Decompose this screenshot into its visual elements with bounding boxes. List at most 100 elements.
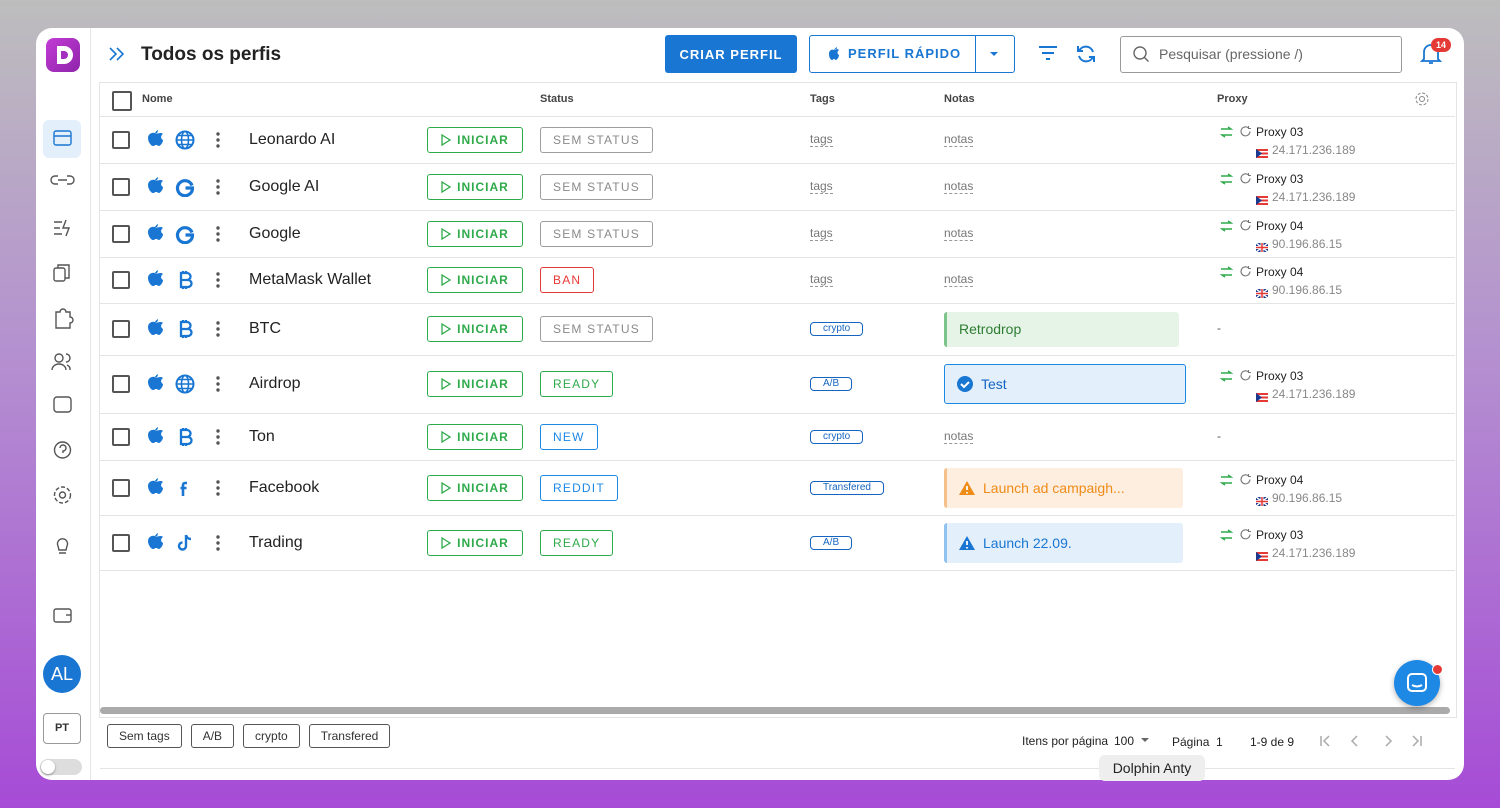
row-menu[interactable]	[214, 320, 222, 343]
search-box[interactable]	[1120, 36, 1402, 73]
row-checkbox[interactable]	[112, 427, 130, 446]
proxy-swap[interactable]	[1219, 528, 1234, 546]
note-warning[interactable]: Launch ad campaigh...	[944, 467, 1183, 508]
proxy-refresh[interactable]	[1239, 125, 1252, 143]
tag-filter[interactable]: A/B	[190, 724, 235, 748]
proxy-refresh[interactable]	[1239, 265, 1252, 283]
row-checkbox[interactable]	[112, 131, 130, 149]
scrollbar[interactable]	[100, 707, 1450, 714]
sidebar	[36, 28, 91, 780]
status-badge[interactable]: BAN	[540, 267, 595, 293]
tags[interactable]: A/B	[810, 377, 853, 391]
notes[interactable]: notas	[944, 178, 974, 194]
row-checkbox[interactable]	[112, 533, 130, 552]
note-check[interactable]: Test	[944, 364, 1186, 404]
settings-icon[interactable]	[1414, 91, 1430, 107]
profile-name: Google AI	[249, 177, 320, 195]
proxy-refresh[interactable]	[1239, 528, 1252, 546]
row-checkbox[interactable]	[112, 320, 130, 338]
notes[interactable]: notas	[944, 132, 974, 147]
tags[interactable]: tags	[810, 225, 833, 241]
language-button[interactable]: PT	[43, 713, 81, 744]
proxy-swap[interactable]	[1219, 125, 1234, 143]
start-button[interactable]: INICIAR	[427, 173, 523, 200]
tags[interactable]: Transfered	[810, 480, 884, 495]
status-badge[interactable]: NEW	[540, 423, 598, 450]
pagination-arrows[interactable]	[1319, 733, 1429, 749]
note-success[interactable]: Retrodrop	[944, 311, 1179, 347]
quick-profile-group	[809, 35, 1015, 73]
row-menu-svg	[216, 321, 220, 337]
page-number[interactable]: 1	[1216, 735, 1223, 749]
status-badge[interactable]: SEM STATUS	[540, 127, 653, 153]
tag-filter[interactable]: Transfered	[308, 724, 391, 748]
status-badge[interactable]: REDDIT	[540, 474, 618, 501]
notification-badge: 14	[1431, 38, 1451, 52]
row-menu[interactable]	[214, 534, 222, 557]
filter-icon[interactable]	[1037, 44, 1059, 62]
start-button[interactable]: INICIAR	[427, 316, 523, 342]
tags[interactable]: crypto	[810, 322, 864, 336]
proxy-refresh-svg	[1240, 528, 1251, 539]
start-button[interactable]: INICIAR	[427, 267, 523, 293]
proxy-refresh[interactable]	[1239, 369, 1252, 387]
row-checkbox[interactable]	[112, 177, 130, 196]
status-badge[interactable]: SEM STATUS	[540, 220, 653, 247]
row-menu[interactable]	[214, 375, 222, 398]
start-button[interactable]: INICIAR	[427, 529, 523, 556]
start-button[interactable]: INICIAR	[427, 127, 523, 153]
status-badge[interactable]: SEM STATUS	[540, 316, 653, 342]
tags[interactable]: tags	[810, 178, 833, 194]
proxy-swap[interactable]	[1219, 172, 1234, 190]
row-checkbox[interactable]	[112, 375, 130, 393]
sidebar-icons[interactable]	[36, 118, 90, 678]
toggle-knob	[41, 760, 55, 774]
quick-profile-button[interactable]: PERFIL RÁPIDO	[848, 46, 962, 61]
start-button[interactable]: INICIAR	[427, 423, 523, 450]
select-all-checkbox[interactable]	[112, 91, 132, 111]
notes[interactable]: notas	[944, 428, 974, 444]
proxy-swap[interactable]	[1219, 369, 1234, 387]
row-checkbox[interactable]	[112, 478, 130, 497]
start-button[interactable]: INICIAR	[427, 474, 523, 501]
start-button[interactable]: INICIAR	[427, 371, 523, 397]
status-badge[interactable]: READY	[540, 529, 614, 556]
avatar[interactable]: AL	[43, 655, 81, 693]
tags[interactable]: tags	[810, 132, 833, 147]
proxy-flag-svg	[1256, 393, 1268, 402]
tag-filter[interactable]: Sem tags	[107, 724, 182, 748]
start-button[interactable]: INICIAR	[427, 220, 523, 247]
theme-toggle[interactable]	[40, 759, 82, 775]
proxy-swap[interactable]	[1219, 219, 1234, 237]
row-menu[interactable]	[214, 428, 222, 451]
per-page-select[interactable]: 100	[1114, 734, 1135, 748]
proxy-swap[interactable]	[1219, 473, 1234, 491]
proxy-refresh[interactable]	[1239, 219, 1252, 237]
tags[interactable]: crypto	[810, 429, 864, 444]
row-menu[interactable]	[214, 131, 222, 154]
expand-icon[interactable]	[108, 46, 126, 62]
row-menu[interactable]	[214, 225, 222, 248]
create-profile-button[interactable]: CRIAR PERFIL	[665, 35, 797, 73]
tag-filter[interactable]: crypto	[243, 724, 300, 748]
status-badge[interactable]: SEM STATUS	[540, 173, 653, 200]
notes[interactable]: notas	[944, 272, 974, 287]
proxy-swap[interactable]	[1219, 265, 1234, 283]
proxy-refresh[interactable]	[1239, 473, 1252, 491]
app-logo[interactable]	[46, 38, 80, 72]
tags[interactable]: tags	[810, 272, 833, 287]
note-info[interactable]: Launch 22.09.	[944, 522, 1183, 563]
row-menu[interactable]	[214, 178, 222, 201]
row-menu[interactable]	[214, 271, 222, 294]
status-badge[interactable]: READY	[540, 371, 614, 397]
row-checkbox[interactable]	[112, 224, 130, 243]
notes[interactable]: notas	[944, 225, 974, 241]
refresh-icon[interactable]	[1075, 43, 1097, 65]
profile-name: Leonardo AI	[249, 131, 336, 148]
row-checkbox[interactable]	[112, 271, 130, 289]
row-menu[interactable]	[214, 479, 222, 502]
tags[interactable]: A/B	[810, 535, 853, 550]
play-icon	[441, 536, 452, 549]
dropdown-arrow[interactable]	[989, 50, 999, 58]
proxy-refresh[interactable]	[1239, 172, 1252, 190]
